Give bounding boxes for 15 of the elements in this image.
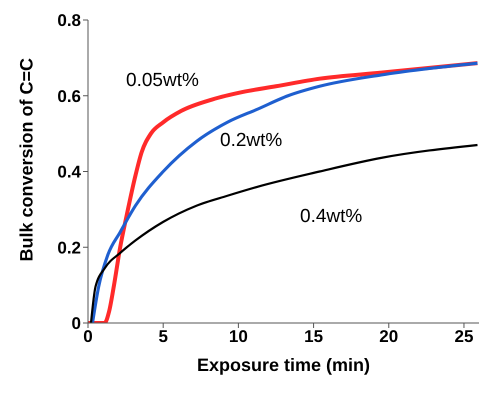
x-axis-title: Exposure time (min) — [196, 355, 370, 375]
series-label: 0.05wt% — [126, 70, 199, 92]
series-label: 0.2wt% — [220, 130, 282, 152]
x-tick-label: 20 — [379, 327, 398, 346]
y-tick-label: 0.2 — [57, 238, 81, 258]
x-tick-label: 5 — [158, 327, 168, 346]
y-tick-label: 0.8 — [57, 11, 81, 30]
y-tick-label: 0.6 — [57, 86, 81, 106]
y-axis-title: Bulk conversion of C=C — [16, 58, 36, 262]
x-tick-label: 10 — [228, 327, 248, 346]
y-tick-label: 0 — [72, 314, 81, 334]
x-tick-label: 15 — [304, 327, 324, 346]
x-tick-label: 25 — [454, 327, 474, 346]
series-label: 0.4wt% — [300, 206, 362, 228]
y-tick-label: 0.4 — [57, 162, 82, 182]
